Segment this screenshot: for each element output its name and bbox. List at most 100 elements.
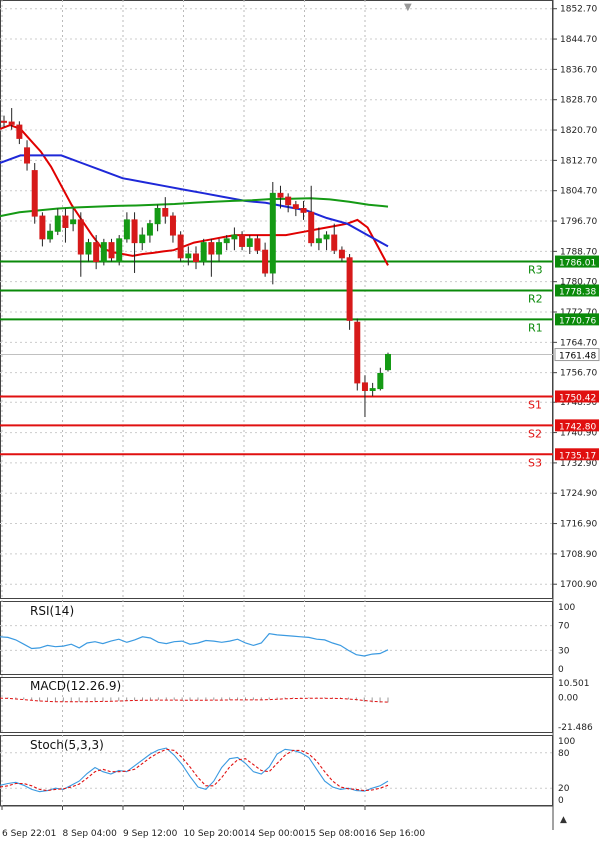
level-tag-s3 (555, 448, 599, 461)
candle-body (377, 372, 384, 390)
candle-body (200, 242, 207, 263)
candle-body (331, 234, 338, 251)
stoch-tick-label: 20 (558, 784, 570, 794)
level-tag-r2 (555, 284, 599, 297)
candle-body (254, 238, 261, 251)
candle-body (346, 257, 353, 321)
level-value-s3: 1735.17 (559, 451, 596, 461)
scroll-arrow-icon: ▼ (404, 2, 412, 13)
y-tick-label: 1828.70 (560, 96, 597, 106)
moving-average-line (0, 197, 389, 218)
rsi-title: RSI(14) (30, 604, 74, 618)
candle-body (39, 215, 46, 240)
macd-title: MACD(12.26.9) (30, 679, 121, 693)
y-tick-label: 1756.70 (560, 369, 597, 379)
stoch-title: Stoch(5,3,3) (30, 738, 104, 752)
macd-tick-label: 10.501 (558, 679, 590, 689)
level-value-s1: 1750.42 (559, 393, 596, 403)
candle-body (100, 242, 107, 263)
candle-body (269, 192, 276, 274)
rsi-tick-label: 0 (558, 665, 564, 675)
candle-body (8, 121, 15, 125)
y-tick-label: 1788.70 (560, 247, 597, 257)
x-tick-label: 14 Sep 00:00 (244, 829, 304, 839)
level-name-r3: R3 (528, 264, 543, 277)
candle-body (154, 208, 161, 225)
x-tick-label: 9 Sep 12:00 (123, 829, 178, 839)
candle-body (231, 234, 238, 240)
x-tick-label: 10 Sep 20:00 (184, 829, 244, 839)
candle-body (354, 321, 361, 384)
main-pane-frame (0, 0, 553, 599)
level-tag-r3 (555, 255, 599, 268)
candle-body (131, 219, 138, 244)
level-name-s2: S2 (528, 427, 542, 440)
rsi-tick-label: 100 (558, 603, 575, 613)
level-value-s2: 1742.80 (559, 422, 596, 432)
candle-body (300, 208, 307, 213)
rsi-tick-label: 30 (558, 646, 570, 656)
y-tick-label: 1772.70 (560, 308, 597, 318)
candle-body (62, 215, 69, 228)
x-tick-label: 6 Sep 22:01 (2, 829, 56, 839)
candle-body (162, 208, 169, 217)
candle-body (193, 253, 199, 263)
y-tick-label: 1740.90 (560, 429, 597, 439)
stoch-d-line (0, 748, 389, 792)
candle-body (361, 382, 368, 391)
candle-body (315, 238, 322, 244)
y-tick-label: 1796.70 (560, 217, 597, 227)
x-tick-label: 15 Sep 08:00 (305, 829, 365, 839)
candle-body (277, 192, 284, 198)
candle-body (208, 242, 215, 255)
y-tick-label: 1780.70 (560, 278, 597, 288)
y-tick-label: 1836.70 (560, 65, 597, 75)
candle-body (223, 238, 230, 244)
candle-body (108, 242, 115, 259)
candle-body (139, 234, 146, 244)
stoch-tick-label: 100 (558, 737, 575, 747)
level-name-s1: S1 (528, 398, 542, 411)
candle-body (169, 215, 176, 236)
y-tick-label: 1716.90 (560, 520, 597, 530)
candle-body (70, 219, 77, 225)
level-tag-s1 (555, 390, 599, 403)
candle-body (216, 242, 223, 255)
candle-body (85, 242, 92, 255)
candle-body (285, 196, 292, 206)
rsi-tick-label: 70 (558, 622, 570, 632)
candle-body (16, 124, 23, 139)
y-tick-label: 1708.90 (560, 550, 597, 560)
rsi-pane-frame (0, 601, 553, 675)
candle-body (239, 234, 246, 247)
candle-body (185, 253, 192, 259)
current-price-tag (554, 348, 600, 362)
pane-up-arrow-icon: ▲ (560, 815, 567, 825)
x-tick-label: 16 Sep 16:00 (365, 829, 425, 839)
x-tick-label: 8 Sep 04:00 (63, 829, 118, 839)
candle-body (323, 234, 330, 240)
candle-body (385, 353, 391, 371)
macd-tick-label: 0.00 (558, 693, 578, 703)
y-tick-label: 1732.90 (560, 459, 597, 469)
candle-body (54, 215, 61, 232)
candle-body (308, 211, 315, 244)
level-name-r1: R1 (528, 321, 543, 334)
y-tick-label: 1820.70 (560, 126, 597, 136)
candle-body (1, 120, 7, 123)
candle-body (77, 219, 84, 255)
moving-average-line (0, 124, 389, 266)
candle-body (262, 249, 269, 274)
candle-body (369, 388, 376, 391)
candle-body (338, 249, 345, 259)
level-value-r3: 1786.01 (559, 259, 596, 269)
candle-body (24, 147, 31, 164)
level-tag-r1 (555, 313, 599, 326)
level-value-r2: 1778.38 (559, 287, 596, 297)
candle-body (47, 230, 54, 240)
y-tick-label: 1700.90 (560, 580, 597, 590)
candle-body (116, 238, 123, 263)
candle-body (292, 204, 299, 210)
